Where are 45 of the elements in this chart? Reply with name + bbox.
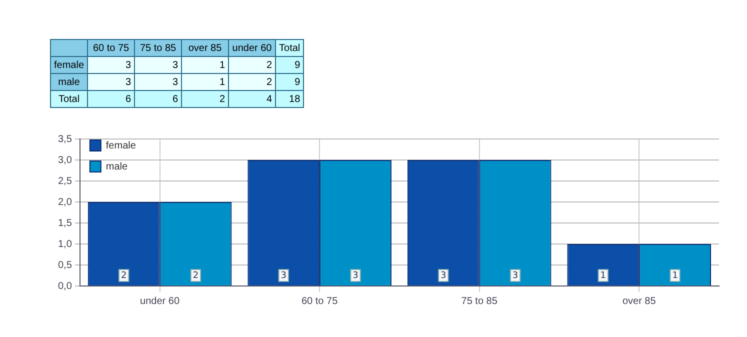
- data-label: 2: [192, 270, 199, 281]
- legend-label: female: [106, 140, 136, 152]
- data-label: 2: [120, 270, 127, 281]
- data-label: 9: [276, 74, 304, 90]
- x-tick-label: 75 to 85: [461, 296, 498, 307]
- data-label: 9: [276, 56, 304, 74]
- y-tick-label: female: [50, 56, 88, 74]
- data-label: 3: [352, 270, 358, 281]
- data-label: 3: [134, 56, 182, 74]
- y-tick-label: 2,5: [58, 176, 72, 187]
- y-tick-label: 0,0: [58, 280, 72, 292]
- y-tick-label: 2,0: [58, 196, 72, 208]
- data-label: 6: [134, 90, 182, 108]
- y-tick-label: male: [50, 74, 88, 90]
- data-label: 1: [600, 270, 606, 281]
- x-tick-label: Total: [276, 40, 304, 56]
- x-tick-label: under 60: [140, 296, 180, 307]
- data-label: 3: [512, 270, 518, 281]
- data-label: 3: [440, 270, 446, 281]
- data-label: 2: [182, 90, 229, 108]
- data-label: 2: [228, 56, 276, 74]
- y-tick-label: 0,5: [58, 260, 72, 271]
- x-tick-label: over 85: [182, 40, 229, 56]
- data-label: 1: [182, 56, 229, 74]
- y-tick-label: 3,0: [58, 154, 72, 166]
- data-label: 3: [134, 74, 182, 90]
- data-label: 4: [228, 90, 276, 108]
- data-label: 1: [672, 270, 678, 281]
- y-tick-label: 1,5: [58, 218, 72, 229]
- data-label: 3: [88, 56, 135, 74]
- data-label: 6: [88, 90, 135, 108]
- data-label: 1: [182, 74, 229, 90]
- data-label: 2: [228, 74, 276, 90]
- x-tick-label: 75 to 85: [134, 40, 182, 56]
- x-tick-label: 60 to 75: [301, 296, 338, 307]
- x-tick-label: over 85: [622, 296, 656, 307]
- y-tick-label: 3,5: [58, 134, 72, 145]
- data-label: 3: [88, 74, 135, 90]
- x-tick-label: 60 to 75: [88, 40, 135, 56]
- y-tick-label: Total: [50, 90, 88, 108]
- legend-label: male: [106, 161, 128, 172]
- data-label: 3: [280, 270, 286, 281]
- data-label: 18: [276, 90, 304, 108]
- y-tick-label: 1,0: [58, 238, 72, 250]
- x-tick-label: under 60: [228, 40, 276, 56]
